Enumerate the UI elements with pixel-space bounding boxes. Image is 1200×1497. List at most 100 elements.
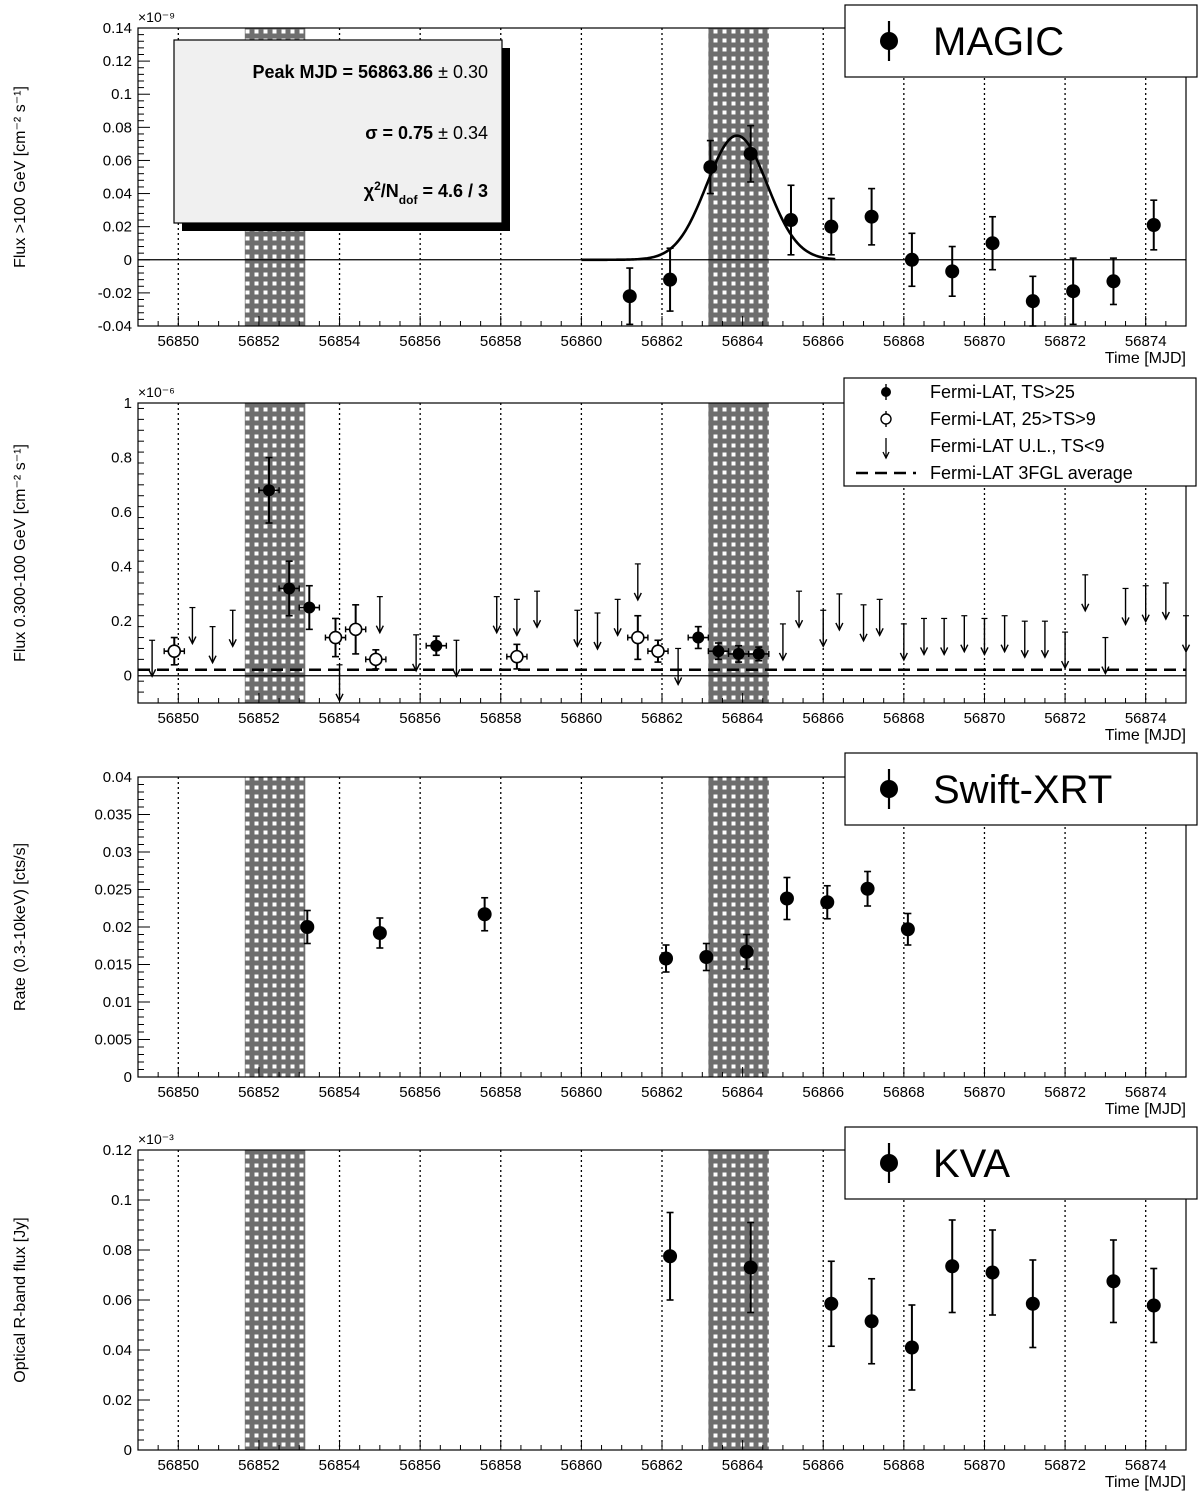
y-tick-label: 0.01 [103, 994, 132, 1011]
x-axis-label: Time [MJD] [1105, 1474, 1186, 1491]
y-tick-label: -0.04 [98, 318, 132, 335]
fit-ndof-label: /N [381, 181, 399, 201]
fit-peak-label: Peak MJD = 56863.86 [252, 62, 433, 82]
data-point [699, 950, 714, 964]
legend-marker-open [880, 413, 892, 425]
data-point [743, 146, 758, 161]
x-tick-label: 56856 [399, 710, 441, 727]
upper-limit-arrowhead [411, 663, 421, 673]
upper-limit-arrowhead [819, 638, 828, 648]
data-point [663, 1249, 678, 1264]
gaussian-fit-curve [581, 134, 836, 262]
panel-1: 56850 56852 56854 56856 56858 56860 56862 56864… [12, 4, 1198, 367]
data-point [864, 1314, 879, 1329]
x-tick-label: 56870 [964, 1457, 1006, 1474]
data-point [743, 1260, 758, 1275]
upper-limit-arrowhead [512, 628, 522, 637]
upper-limit-arrowhead [208, 655, 217, 665]
data-point [283, 582, 296, 595]
x-tick-label: 56850 [157, 710, 199, 727]
y-tick-label: 1 [124, 395, 132, 412]
x-tick-label: 56866 [802, 1084, 844, 1101]
y-axis-label: Rate (0.3-10keV) [cts/s] [12, 843, 29, 1011]
y-tick-label: 0.08 [103, 1242, 132, 1259]
data-point-open [651, 644, 665, 658]
x-tick-label: 56862 [641, 1457, 683, 1474]
legend-frame [844, 1126, 1198, 1200]
x-tick-label: 56858 [480, 710, 522, 727]
y-tick-label: 0.06 [103, 1292, 132, 1309]
upper-limit-arrowhead [1101, 666, 1110, 676]
x-tick-label: 56856 [399, 333, 441, 350]
series-fermi-lat-u-l-ts-9 [147, 563, 1191, 703]
data-point [945, 264, 960, 279]
upper-limit-arrowhead [147, 668, 157, 678]
shaded-interval [708, 777, 769, 1077]
data-point [1106, 1274, 1121, 1289]
fit-peak-line: Peak MJD = 56863.86 ± 0.30 [252, 62, 488, 82]
data-point [985, 1265, 1000, 1280]
x-tick-label: 56852 [238, 710, 280, 727]
fit-result-box: Peak MJD = 56863.86 ± 0.30 σ = 0.75 ± 0.3… [173, 39, 503, 224]
x-axis-label: Time [MJD] [1105, 1101, 1186, 1118]
shaded-interval [708, 28, 769, 326]
data-point [1066, 284, 1081, 299]
x-tick-label: 56850 [157, 333, 199, 350]
x-tick-label: 56874 [1125, 1084, 1167, 1101]
legend-marker [880, 780, 898, 798]
x-tick-label: 56862 [641, 1084, 683, 1101]
data-point [739, 944, 754, 959]
upper-limit-arrowhead [228, 638, 237, 648]
upper-limit-arrowhead [452, 668, 461, 678]
y-axis-exponent: ×10⁻⁶ [138, 384, 175, 400]
upper-limit-arrowhead [335, 693, 344, 703]
x-tick-label: 56864 [722, 1084, 764, 1101]
y-tick-label: 0.04 [103, 186, 132, 203]
upper-limit-arrowhead [1121, 617, 1130, 627]
y-tick-label: 0.14 [103, 20, 132, 37]
legend-label: Fermi-LAT U.L., TS<9 [930, 436, 1105, 456]
x-tick-label: 56868 [883, 333, 925, 350]
legend-arrowhead [882, 451, 890, 460]
legend-frame [844, 752, 1198, 826]
upper-limit-arrowhead [633, 592, 642, 602]
data-point-open [369, 652, 383, 667]
y-tick-label: 0.02 [103, 919, 132, 936]
x-tick-label: 56868 [883, 1457, 925, 1474]
upper-limit-arrowhead [899, 652, 908, 662]
data-point [477, 907, 492, 922]
fit-chi-symbol: χ [364, 181, 375, 201]
upper-limit-arrowhead [593, 641, 602, 651]
legend-label: Fermi-LAT, 25>TS>9 [930, 409, 1096, 429]
x-tick-label: 56874 [1125, 710, 1167, 727]
y-tick-label: 0.025 [94, 882, 132, 899]
data-point [820, 895, 835, 910]
data-point [985, 236, 1000, 251]
y-tick-label: 0.1 [111, 86, 132, 103]
x-tick-label: 56854 [319, 710, 361, 727]
x-tick-label: 56870 [964, 333, 1006, 350]
series-kva [663, 1211, 1161, 1391]
shaded-interval [244, 403, 306, 703]
x-tick-label: 56864 [722, 333, 764, 350]
upper-limit-arrowhead [1161, 611, 1170, 621]
data-point [904, 252, 919, 267]
x-tick-label: 56858 [480, 1457, 522, 1474]
panel-4: 56850 56852 56854 56856 56858 56860 56862 56864… [12, 1126, 1198, 1491]
data-point [864, 209, 879, 224]
y-tick-label: 0.005 [94, 1032, 132, 1049]
legend-label: Swift-XRT [933, 768, 1112, 812]
data-point-open [631, 630, 645, 645]
data-point [732, 647, 745, 660]
data-point [692, 631, 705, 644]
data-point [663, 272, 678, 287]
x-tick-label: 56854 [319, 1084, 361, 1101]
panel-2: 56850 56852 56854 56856 56858 56860 56862 56864… [12, 377, 1197, 744]
x-tick-label: 56856 [399, 1457, 441, 1474]
legend: Fermi-LAT, TS>25 Fermi-LAT, 25>TS>9 Fermi-… [843, 377, 1197, 487]
data-point [904, 1340, 919, 1355]
y-tick-label: 0.03 [103, 844, 132, 861]
y-axis-exponent: ×10⁻⁹ [138, 9, 175, 25]
y-axis-label: Flux 0.300-100 GeV [cm⁻² s⁻¹] [12, 444, 29, 662]
x-tick-label: 56870 [964, 710, 1006, 727]
